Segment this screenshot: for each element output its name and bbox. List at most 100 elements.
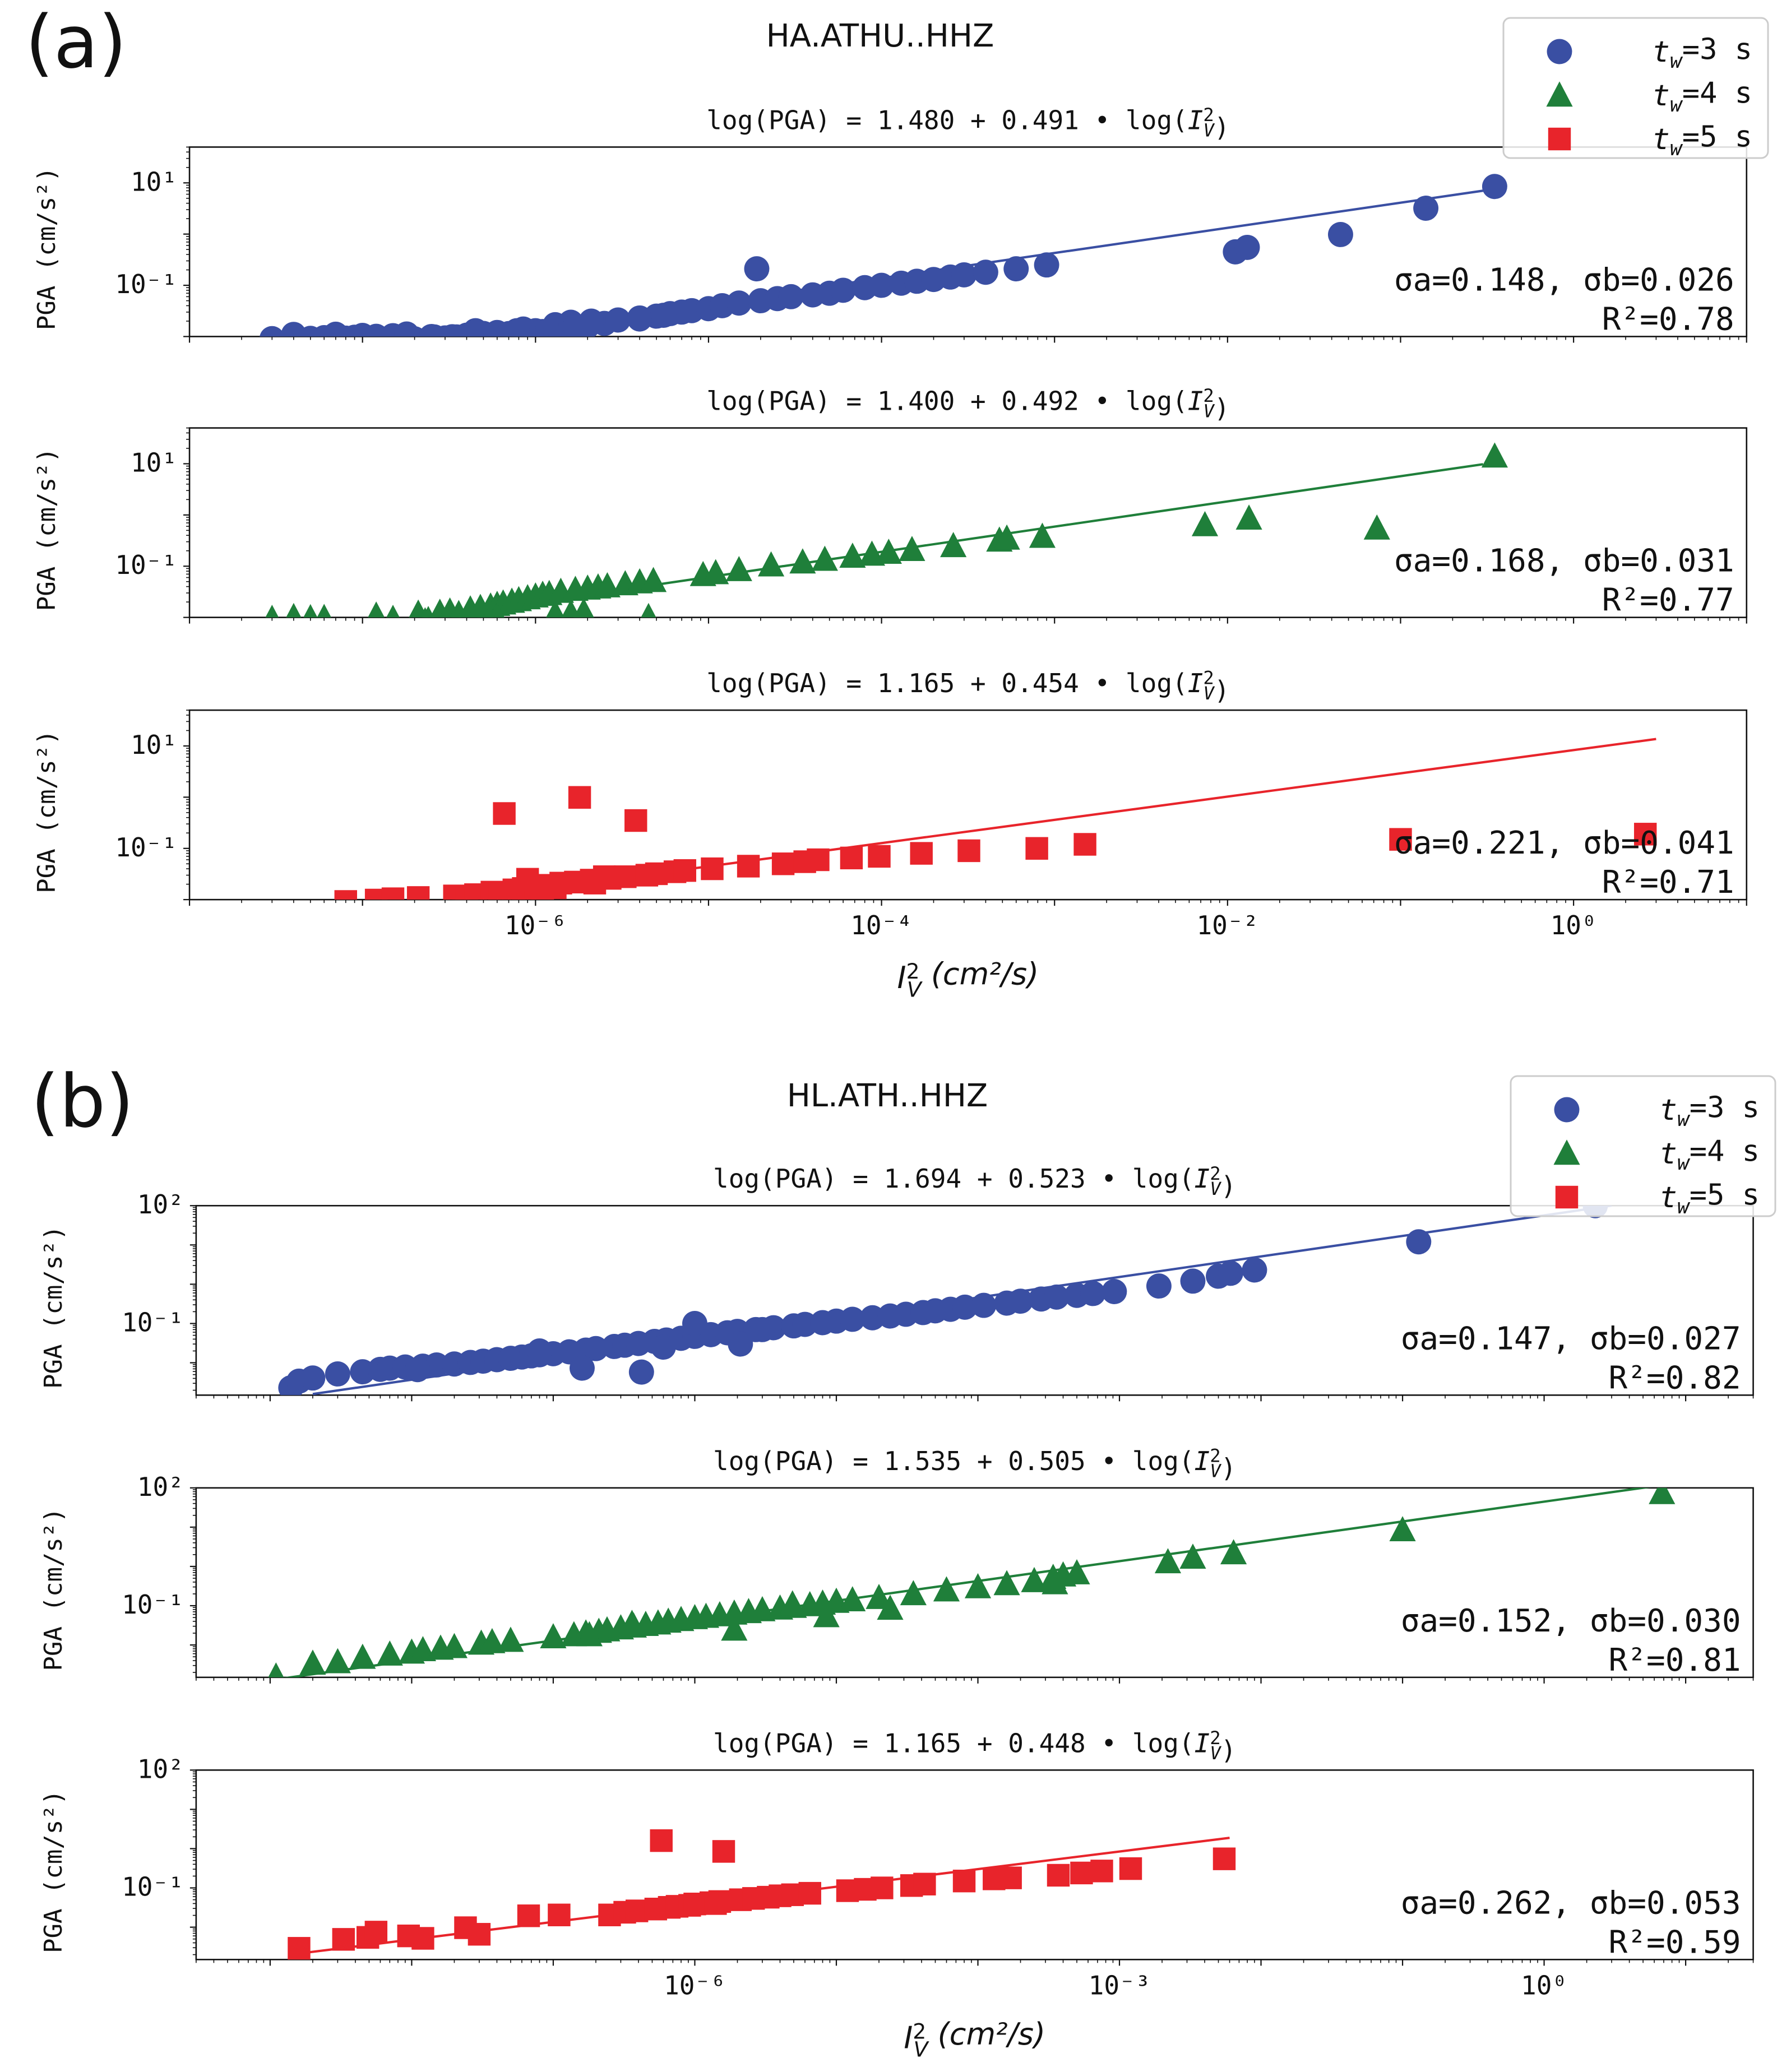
data-point <box>758 551 785 577</box>
data-point <box>866 1583 892 1609</box>
data-point <box>324 1648 351 1674</box>
r2-label: R²=0.82 <box>1609 1360 1741 1396</box>
data-point <box>830 277 856 303</box>
data-point <box>1363 514 1390 540</box>
data-point <box>1649 1487 1676 1504</box>
r2-label: R²=0.77 <box>1602 582 1734 619</box>
data-point <box>1021 1566 1048 1592</box>
chart-panel: 10¹ 10⁻¹ PGA (cm/s²) log(PGA) = 1.400 + 0.4… <box>33 385 1748 624</box>
r2-label: R²=0.71 <box>1602 864 1734 901</box>
legend-label: tw=5 s <box>1653 120 1752 160</box>
x-axis-label: I2 V (cm²/s) <box>904 2017 1045 2062</box>
data-point <box>899 536 925 561</box>
data-point <box>1080 1281 1106 1306</box>
data-point <box>1034 252 1059 278</box>
legend-b: tw=3 stw=4 stw=5 s <box>1510 1075 1776 1218</box>
r2-label: R²=0.78 <box>1602 301 1734 337</box>
data-point <box>641 602 656 618</box>
y-axis-label: PGA (cm/s²) <box>33 448 61 611</box>
data-point <box>624 809 647 832</box>
data-point <box>1042 1569 1068 1594</box>
data-point <box>299 1649 326 1675</box>
panel-b-title: HL.ATH..HHZ <box>787 1078 988 1114</box>
data-point <box>349 1643 376 1669</box>
y-tick-label: 10¹ <box>131 166 177 197</box>
data-point <box>744 256 770 282</box>
sigma-label: σa=0.221, σb=0.041 <box>1394 825 1734 861</box>
data-point <box>368 601 385 618</box>
data-points <box>265 442 1508 618</box>
data-point <box>1234 234 1260 260</box>
data-point <box>579 308 604 334</box>
data-point <box>405 1357 431 1383</box>
sigma-label: σa=0.262, σb=0.053 <box>1401 1885 1741 1921</box>
data-point <box>1044 1284 1070 1310</box>
data-point <box>618 1610 646 1635</box>
legend-marker <box>1554 1097 1580 1123</box>
y-tick-label: 10² <box>137 1754 184 1784</box>
legend-label: tw=3 s <box>1660 1091 1760 1131</box>
data-point <box>712 1840 735 1863</box>
data-point <box>439 324 465 337</box>
data-point <box>869 272 895 298</box>
data-point <box>871 1876 894 1899</box>
data-point <box>1481 442 1508 468</box>
data-point <box>952 1869 976 1893</box>
data-point <box>1073 833 1096 856</box>
data-point <box>260 326 285 337</box>
plot-frame <box>195 1204 1754 1396</box>
y-axis-label: PGA (cm/s²) <box>39 1790 68 1953</box>
x-tick-label: 10⁻² <box>1196 910 1258 940</box>
data-point <box>493 802 516 825</box>
data-point <box>650 1829 673 1852</box>
data-point <box>650 1334 676 1360</box>
data-point <box>527 1338 552 1364</box>
chart-panel: 10² 10⁻¹ 10⁻⁶ 10⁻³ 10⁰ PGA (cm/s²) log(PGA) = … <box>39 1727 1754 2062</box>
data-point <box>971 1292 997 1318</box>
sigma-label: σa=0.148, σb=0.026 <box>1394 262 1734 298</box>
y-axis-label: PGA (cm/s²) <box>39 1226 68 1389</box>
y-tick-label: 10² <box>137 1472 184 1502</box>
data-point <box>1191 511 1219 536</box>
plot-frame <box>188 709 1748 901</box>
data-point <box>798 1881 821 1905</box>
data-point <box>1389 1516 1416 1542</box>
data-point <box>406 886 430 900</box>
chart-panel: 10² 10⁻¹ PGA (cm/s²) log(PGA) = 1.535 + 0.5… <box>39 1445 1754 1684</box>
data-point <box>452 608 462 618</box>
panel-label-a: (a) <box>25 0 127 85</box>
data-point <box>303 604 318 618</box>
data-point <box>840 1306 866 1332</box>
data-point <box>286 602 302 618</box>
x-tick-label: 10⁻⁶ <box>505 910 567 940</box>
data-point <box>952 1294 978 1320</box>
legend-a: tw=3 stw=4 stw=5 s <box>1502 17 1769 160</box>
data-point <box>317 604 331 618</box>
data-point <box>1413 196 1439 221</box>
sigma-label: σa=0.168, σb=0.031 <box>1394 543 1734 580</box>
chart-panel: 10¹ 10⁻¹ PGA (cm/s²) log(PGA) = 1.480 + 0.4… <box>33 104 1748 343</box>
data-point <box>1003 256 1029 282</box>
data-point <box>933 1576 960 1602</box>
data-point <box>548 1903 571 1926</box>
data-points <box>334 786 1657 900</box>
data-point <box>840 846 863 870</box>
data-point <box>593 865 616 888</box>
data-point <box>737 855 760 878</box>
data-point <box>614 865 637 888</box>
data-point <box>1633 823 1657 846</box>
data-point <box>546 600 564 618</box>
data-point <box>583 1336 609 1361</box>
data-point <box>951 262 977 288</box>
data-point <box>640 567 667 592</box>
data-point <box>409 1636 437 1662</box>
fit-equation: log(PGA) = 1.535 + 0.505 • log(I2 V) <box>713 1445 1236 1483</box>
fit-equation: log(PGA) = 1.165 + 0.454 • log(I2 V) <box>706 668 1229 706</box>
data-point <box>561 599 581 618</box>
data-point <box>726 290 752 316</box>
y-axis-label: PGA (cm/s²) <box>33 167 61 330</box>
data-point <box>411 1927 434 1950</box>
y-tick-label: 10¹ <box>131 730 177 760</box>
data-point <box>875 539 902 564</box>
